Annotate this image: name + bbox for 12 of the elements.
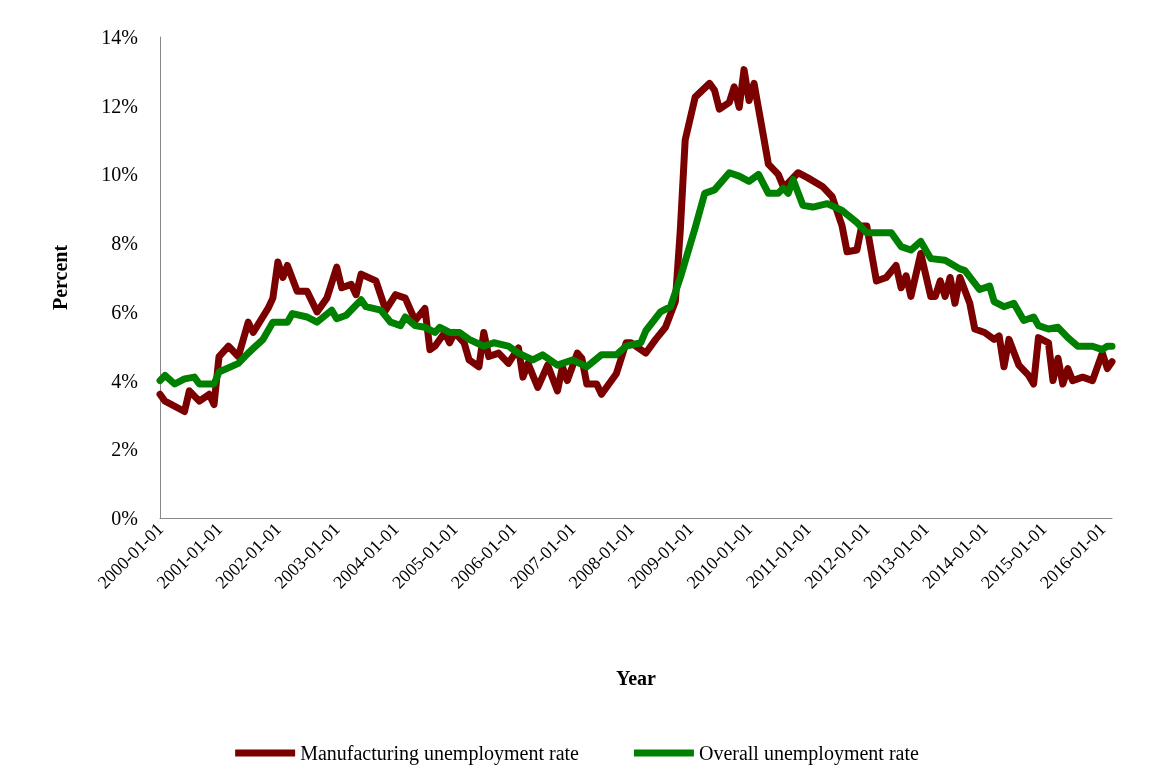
y-tick-label: 0% [111, 507, 138, 529]
y-tick-label: 6% [111, 300, 138, 323]
y-tick-label: 2% [111, 438, 138, 461]
y-tick-label: 4% [111, 369, 138, 392]
y-axis-title: Percent [49, 244, 71, 311]
x-axis-title: Year [616, 667, 657, 689]
y-tick-label: 8% [111, 232, 138, 255]
y-tick-label: 14% [101, 26, 138, 48]
legend-label: Manufacturing unemployment rate [300, 742, 580, 765]
y-tick-label: 12% [101, 94, 138, 117]
y-tick-label: 10% [101, 163, 138, 186]
legend-label: Overall unemployment rate [698, 742, 919, 765]
